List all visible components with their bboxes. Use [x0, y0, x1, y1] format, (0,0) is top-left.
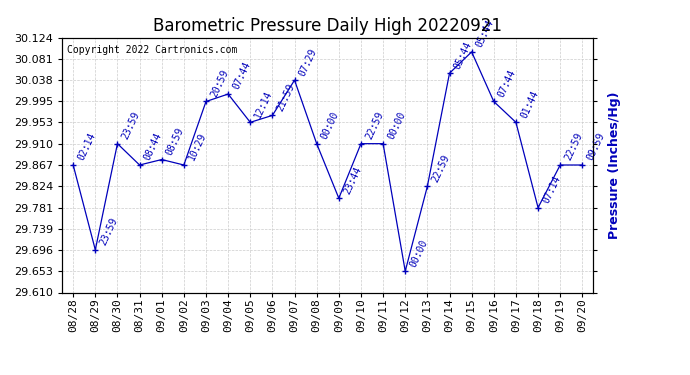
Text: 22:59: 22:59	[430, 153, 452, 183]
Text: 05:44: 05:44	[452, 40, 474, 70]
Text: 08:59: 08:59	[164, 126, 186, 157]
Text: 12:14: 12:14	[253, 89, 275, 120]
Text: 22:59: 22:59	[364, 110, 385, 141]
Text: 20:59: 20:59	[209, 68, 230, 99]
Text: 09:59: 09:59	[585, 131, 607, 162]
Text: 02:14: 02:14	[76, 131, 97, 162]
Text: 05:44: 05:44	[475, 18, 496, 49]
Text: 07:29: 07:29	[297, 46, 319, 77]
Text: 07:14: 07:14	[541, 174, 562, 205]
Text: 07:44: 07:44	[231, 60, 253, 91]
Text: 23:44: 23:44	[342, 165, 363, 195]
Text: Copyright 2022 Cartronics.com: Copyright 2022 Cartronics.com	[68, 45, 238, 55]
Text: 23:59: 23:59	[98, 216, 119, 247]
Text: 00:00: 00:00	[408, 237, 429, 268]
Title: Barometric Pressure Daily High 20220921: Barometric Pressure Daily High 20220921	[153, 16, 502, 34]
Text: 10:29: 10:29	[186, 131, 208, 162]
Text: 22:59: 22:59	[563, 131, 584, 162]
Text: 00:00: 00:00	[319, 110, 341, 141]
Text: 00:00: 00:00	[386, 110, 407, 141]
Text: 07:44: 07:44	[497, 68, 518, 99]
Text: 23:59: 23:59	[120, 110, 141, 141]
Text: 21:59: 21:59	[275, 82, 297, 112]
Y-axis label: Pressure (Inches/Hg): Pressure (Inches/Hg)	[608, 91, 621, 239]
Text: 01:44: 01:44	[519, 89, 540, 120]
Text: 08:44: 08:44	[142, 131, 164, 162]
